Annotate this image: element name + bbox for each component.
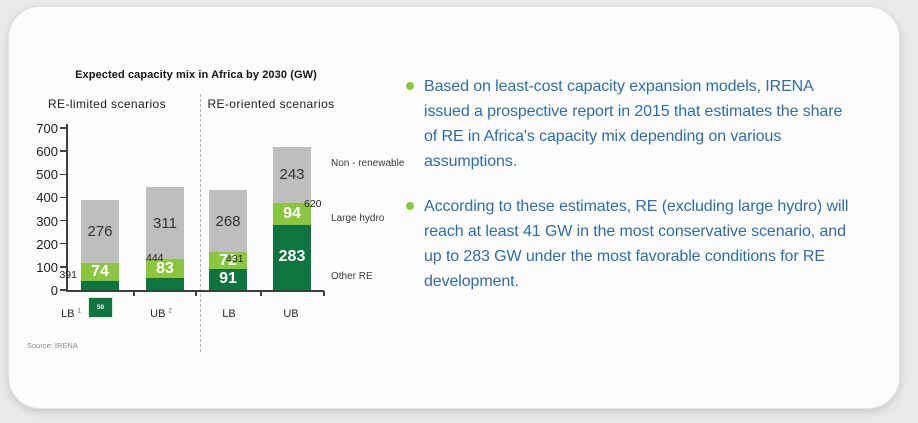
y-axis-tick-label: 100: [36, 259, 58, 275]
bar-segment-large-hydro: 94: [273, 202, 311, 225]
bar-segment-large-hydro: 83: [146, 259, 184, 279]
bullet-text-line: of RE in Africa's capacity mix depending…: [424, 128, 782, 145]
bullet-text-line: up to 283 GW under the most favorable co…: [424, 248, 825, 265]
x-axis-category-label: UB: [283, 308, 299, 320]
y-axis-tick: [60, 150, 66, 152]
bar-value-callout-label: 50: [96, 304, 105, 311]
bar-segment-other-re: 283: [273, 224, 311, 290]
y-axis-tick: [60, 242, 66, 245]
bar-value-label: 268: [215, 212, 241, 230]
x-axis-category-label: LB: [222, 308, 236, 320]
bullet-text-line: issued a prospective report in 2015 that…: [424, 103, 843, 120]
bullet-marker-icon: [406, 202, 414, 210]
bullet-marker-icon: [406, 82, 414, 90]
bullet-text-line: According to these estimates, RE (exclud…: [424, 198, 849, 215]
legend-label-non-renewable: Non - renewable: [331, 158, 405, 169]
bullet-text-line: development.: [424, 273, 519, 290]
y-axis-tick-label: 700: [36, 121, 58, 136]
chart-title: Expected capacity mix in Africa by 2030 …: [75, 69, 317, 81]
bar-segment-non-renewable: 276: [81, 199, 119, 264]
bar-value-label: 83: [156, 259, 174, 277]
legend-label-other-re: Other RE: [331, 271, 373, 282]
x-axis-tick: [195, 291, 197, 296]
bullet-text-line: reach at least 41 GW in the most conserv…: [424, 223, 846, 240]
bullet-text: Based on least-cost capacity expansion m…: [424, 74, 842, 174]
bar-total-label: 444: [146, 252, 164, 264]
bullet-text-line: Based on least-cost capacity expansion m…: [424, 78, 814, 95]
bar-segment-non-renewable: 243: [273, 146, 311, 203]
bullet-item: Based on least-cost capacity expansion m…: [406, 74, 898, 174]
bar-segment-other-re: [146, 278, 184, 290]
y-axis-tick: [60, 127, 66, 129]
category-footnote-marker: 1: [77, 308, 81, 315]
y-axis-tick: [60, 289, 66, 291]
y-axis-tick-label: 0: [50, 283, 58, 298]
bar-segment-large-hydro: 74: [81, 262, 119, 281]
y-axis-tick: [60, 219, 66, 222]
bar-value-callout: 50: [88, 297, 113, 318]
bar-value-label: 311: [153, 214, 177, 232]
bar-value-label: 283: [278, 248, 306, 266]
bullet-item: According to these estimates, RE (exclud…: [406, 194, 898, 294]
x-axis-tick: [260, 291, 262, 296]
scenario-group-divider: [200, 94, 201, 352]
y-axis-tick-label: 400: [36, 190, 58, 206]
bar-value-label: 74: [91, 262, 109, 280]
bar-segment-other-re: 91: [209, 268, 247, 290]
bar-value-label: 72: [219, 251, 237, 269]
y-axis-tick: [60, 266, 66, 268]
bar-total-label: 431: [226, 253, 244, 265]
bar-total-label: 620: [304, 198, 322, 210]
source-note: Source: IRENA: [27, 341, 78, 350]
bar-segment-large-hydro: 72: [209, 252, 247, 269]
bar-segment-non-renewable: 268: [209, 190, 247, 253]
bar-value-label: 243: [279, 166, 305, 184]
scenario-group-label-re-oriented: RE-oriented scenarios: [207, 97, 335, 111]
x-axis-category-label: LB 1: [61, 308, 81, 320]
bar-segment-non-renewable: 311: [146, 187, 184, 260]
y-axis-tick-label: 200: [36, 236, 58, 252]
bar-value-label: 276: [87, 222, 113, 240]
y-axis-tick: [60, 196, 66, 199]
legend-label-large-hydro: Large hydro: [331, 213, 385, 224]
y-axis-tick-label: 500: [36, 167, 58, 183]
y-axis-tick-label: 300: [36, 213, 58, 229]
bar-total-label: 391: [59, 269, 77, 281]
bar-segment-other-re: [81, 280, 119, 290]
x-axis-category-label: UB 2: [150, 308, 172, 320]
y-axis-line: [66, 124, 68, 291]
y-axis-tick: [60, 173, 66, 176]
y-axis-tick-label: 600: [36, 144, 58, 160]
x-axis-tick: [133, 291, 135, 296]
category-footnote-marker: 2: [168, 308, 172, 315]
bullet-text-line: assumptions.: [424, 153, 518, 170]
bullet-text: According to these estimates, RE (exclud…: [424, 194, 848, 294]
bullet-list: Based on least-cost capacity expansion m…: [406, 74, 898, 294]
x-axis-tick: [323, 291, 325, 296]
bar-value-label: 94: [283, 204, 301, 222]
scenario-group-label-re-limited: RE-limited scenarios: [47, 97, 167, 111]
bar-value-label: 91: [219, 270, 237, 288]
